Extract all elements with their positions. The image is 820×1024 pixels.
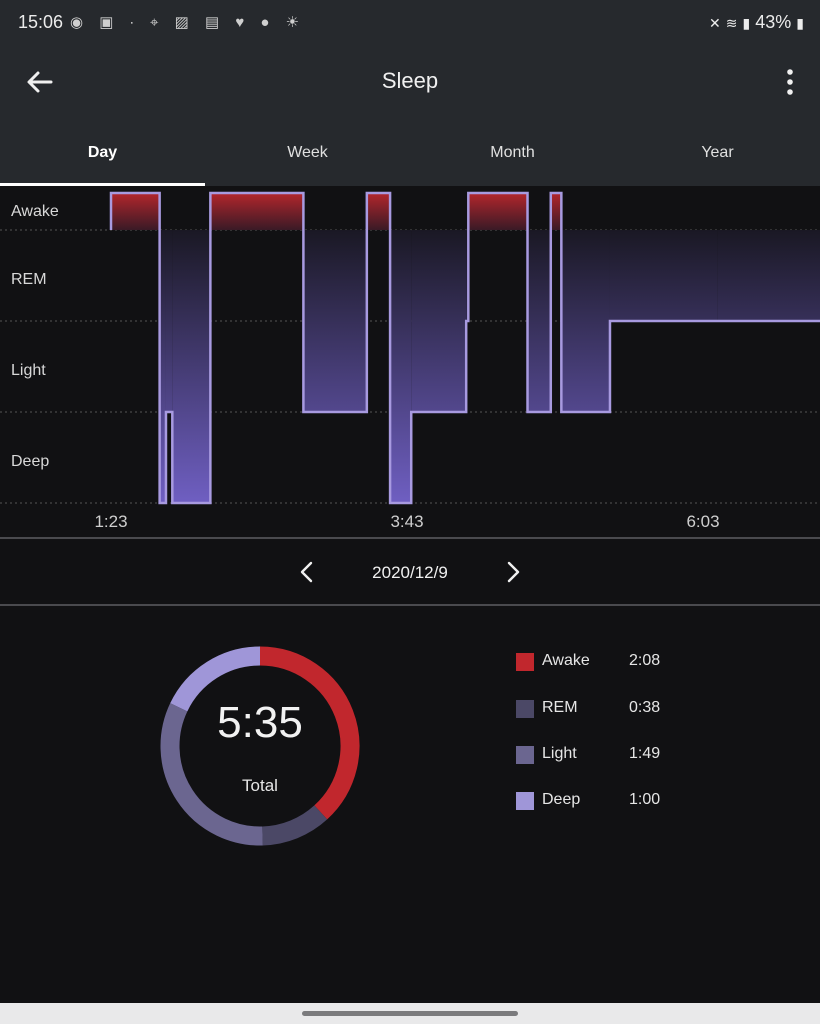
awake-segment [468, 193, 528, 230]
heart-icon: ♥ [235, 14, 251, 31]
stage-label-awake: Awake [11, 203, 59, 220]
current-date: 2020/12/9 [372, 563, 448, 582]
date-divider [0, 604, 820, 606]
sleep-segment-deep [390, 230, 412, 503]
tab-day[interactable]: Day [87, 144, 118, 161]
sleep-summary-donut: 5:35 Total [150, 636, 370, 856]
wena-icon: ∙ [129, 14, 140, 31]
previous-day-chevron-icon[interactable] [293, 558, 321, 586]
donut-segment-light [160, 703, 263, 846]
status-left-icons: ◉ ▣ ∙ ⌖ ▨ ▤ ♥ ● ☀ [70, 13, 305, 31]
time-tick-label: 6:03 [686, 512, 719, 531]
home-handle[interactable] [302, 1011, 518, 1016]
snapchat-icon: ◉ [70, 14, 90, 31]
legend-value-awake: 2:08 [629, 652, 661, 669]
status-bar: 15:06 ◉ ▣ ∙ ⌖ ▨ ▤ ♥ ● ☀ ✕ ≋ ▮ 43% ▮ [0, 0, 820, 48]
app-bar: Sleep [0, 48, 820, 116]
legend-value-light: 1:49 [629, 745, 661, 762]
sleep-segment-deep [172, 230, 211, 503]
legend-label-awake: Awake [542, 652, 590, 669]
legend-label-light: Light [542, 745, 577, 762]
mute-icon: ✕ [709, 15, 721, 31]
awake-segment [111, 193, 160, 230]
date-navigation: 2020/12/9 [0, 540, 820, 604]
donut-chart [160, 646, 360, 846]
calendar-icon: ▤ [204, 14, 226, 31]
more-options-icon[interactable] [778, 66, 802, 98]
stage-label-deep: Deep [11, 453, 49, 470]
sleep-segment-deep [159, 230, 166, 503]
tab-year[interactable]: Year [701, 144, 734, 161]
gallery-icon: ▨ [174, 14, 195, 31]
bulb-icon: ● [260, 14, 276, 31]
tab-week[interactable]: Week [287, 144, 328, 161]
sleep-segment-light [303, 230, 367, 412]
donut-segment-deep [170, 646, 261, 712]
status-right: ✕ ≋ ▮ 43% ▮ [709, 12, 804, 33]
awake-segment [366, 193, 391, 230]
period-tabs: Day Week Month Year [0, 116, 820, 186]
legend-value-rem: 0:38 [629, 699, 661, 716]
signal-icon: ▮ [742, 15, 751, 31]
sleep-stage-line [109, 191, 820, 505]
legend-swatch-light [516, 746, 534, 764]
sleep-stage-chart: Awake REM Light Deep 1:23 3:43 6:03 [0, 186, 820, 536]
legend-value-deep: 1:00 [629, 791, 661, 808]
donut-segment-awake [259, 646, 360, 820]
legend-label-deep: Deep [542, 791, 581, 808]
legend-swatch-rem [516, 700, 534, 718]
sleep-segment-rem [609, 230, 718, 321]
tab-month[interactable]: Month [490, 144, 535, 161]
weather-icon: ☀ [285, 14, 306, 31]
news-icon: ▣ [99, 14, 120, 31]
active-tab-indicator [0, 183, 205, 186]
wifi-icon: ≋ [725, 15, 738, 31]
next-day-chevron-icon[interactable] [499, 558, 527, 586]
donut-segment-rem [261, 805, 328, 846]
stage-label-rem: REM [11, 271, 47, 288]
sleep-segment-light [165, 230, 173, 412]
sleep-chart-svg: Awake REM Light Deep 1:23 3:43 6:03 [0, 191, 820, 531]
awake-segment [550, 193, 562, 230]
total-sleep-value: 5:35 [217, 698, 303, 747]
sleep-segment-light [411, 230, 467, 412]
time-tick-label: 1:23 [94, 512, 127, 531]
sleep-segment-light [561, 230, 610, 412]
sleep-segment-light [527, 230, 551, 412]
location-icon: ⌖ [149, 14, 165, 31]
status-time: 15:06 [18, 12, 64, 32]
back-arrow-icon[interactable] [24, 66, 56, 98]
total-sleep-label: Total [242, 776, 278, 795]
awake-segment [210, 193, 304, 230]
time-tick-label: 3:43 [390, 512, 423, 531]
gesture-bar [0, 1003, 820, 1024]
chart-divider [0, 537, 820, 539]
legend-swatch-deep [516, 792, 534, 810]
battery-icon: ▮ [796, 15, 804, 31]
legend-label-rem: REM [542, 699, 578, 716]
sleep-segment-rem [717, 230, 820, 321]
battery-percent: 43% [755, 12, 792, 32]
legend-swatch-awake [516, 653, 534, 671]
stage-label-light: Light [11, 362, 46, 379]
page-title: Sleep [381, 68, 439, 93]
